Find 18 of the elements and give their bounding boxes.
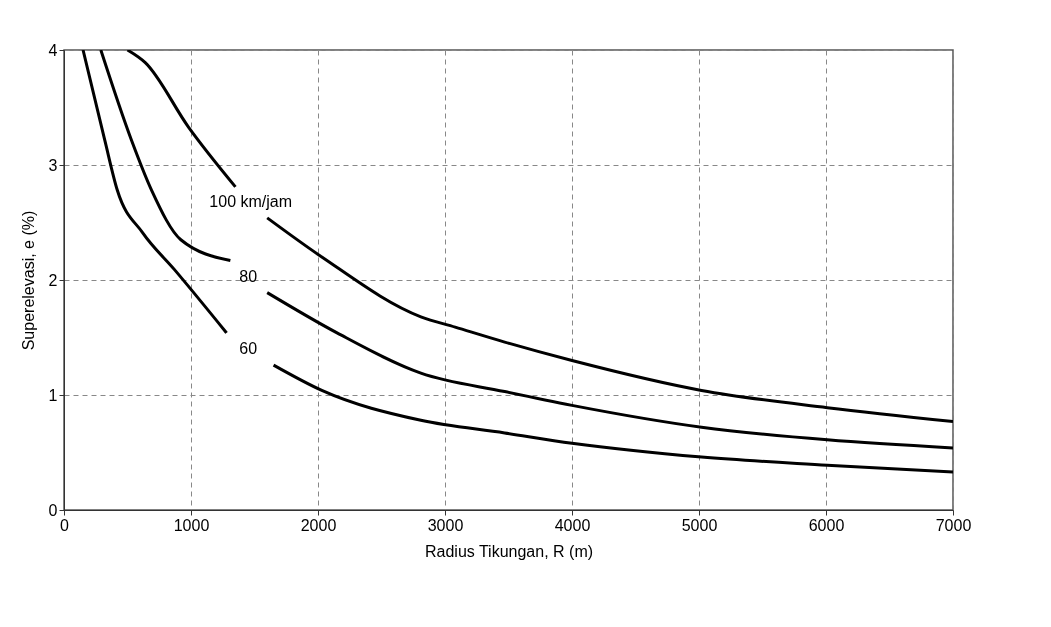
x-tick-label: 4000 [554,516,591,534]
x-tick-label: 2000 [300,516,337,534]
x-axis-title: Radius Tikungan, R (m) [424,542,594,560]
x-tick-label: 6000 [808,516,845,534]
x-tick-label: 5000 [681,516,718,534]
series-label: 60 [239,340,258,357]
x-tick-label: 7000 [935,516,972,534]
y-axis-title: Superelevasi, e (%) [19,210,37,351]
y-tick-label: 0 [48,501,58,519]
x-tick-label: 0 [60,516,70,534]
y-tick-label: 3 [48,156,58,174]
y-tick-label: 2 [48,271,58,289]
y-tick-label: 1 [48,386,58,404]
series-label: 100 km/jam [209,193,293,211]
series-label: 80 [239,267,258,285]
x-tick-label: 1000 [173,516,210,534]
x-tick-label: 3000 [427,516,464,534]
y-tick-label: 4 [48,41,58,59]
